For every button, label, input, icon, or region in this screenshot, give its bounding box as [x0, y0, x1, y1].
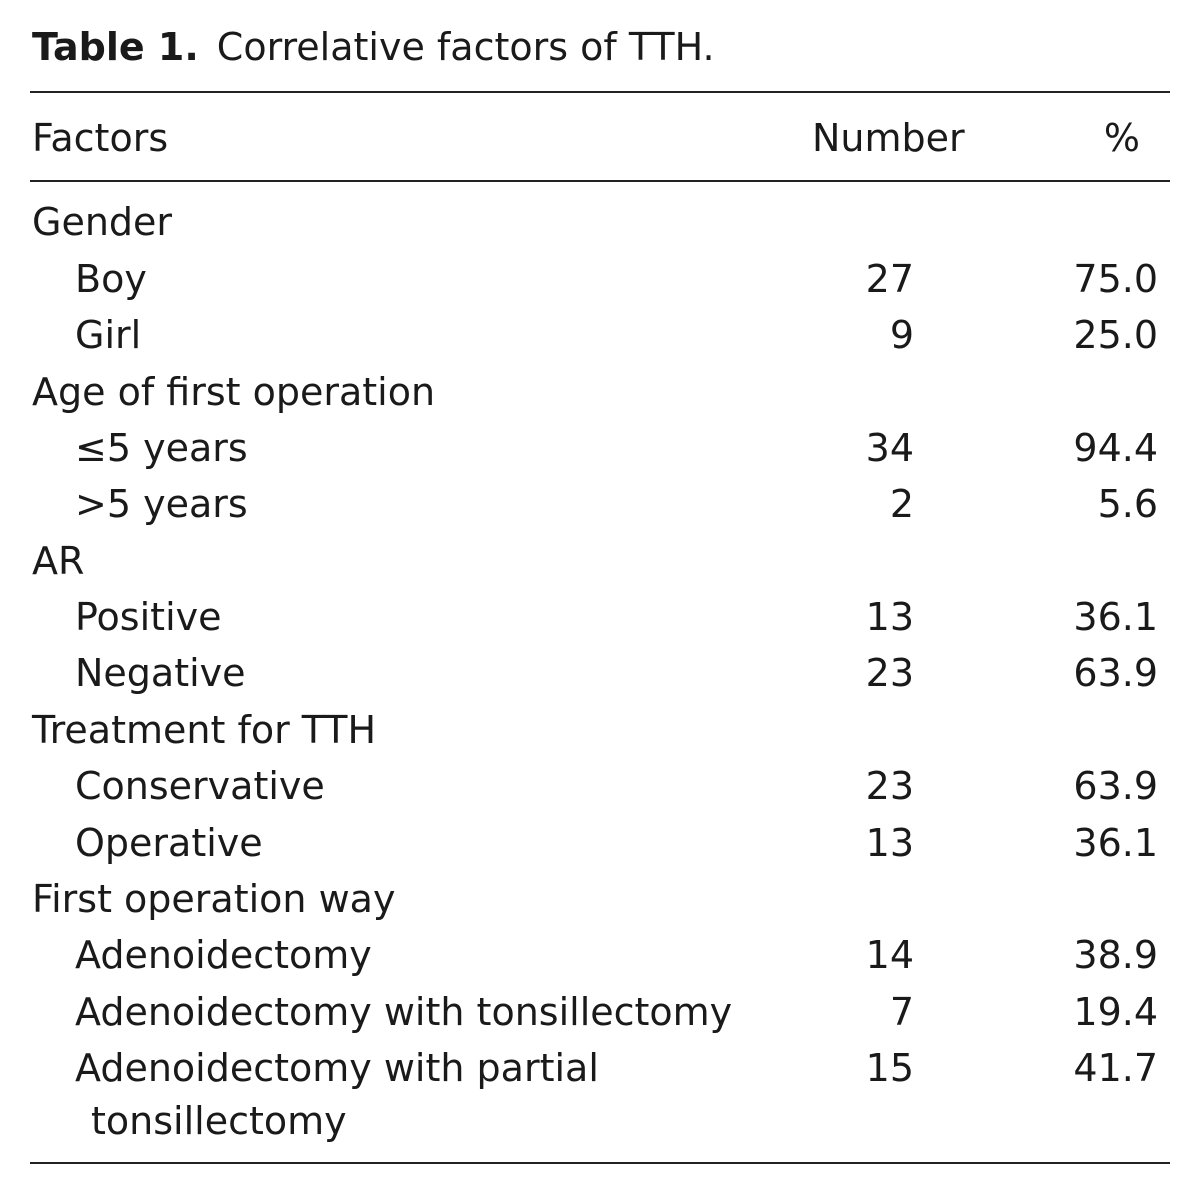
row-number: 23	[865, 764, 914, 808]
table-row: Conservative 23 63.9	[0, 758, 1200, 814]
row-factor: Girl	[75, 313, 142, 357]
row-number: 7	[889, 990, 914, 1034]
table-row: Treatment for TTH	[0, 702, 1200, 758]
header-percent: %	[1103, 116, 1140, 160]
top-rule	[30, 91, 1170, 93]
row-factor: Age of first operation	[32, 370, 436, 414]
table-row: Adenoidectomy 14 38.9	[0, 927, 1200, 983]
row-percent: 94.4	[1073, 426, 1158, 470]
table-row: Boy 27 75.0	[0, 251, 1200, 307]
row-number: 15	[865, 1046, 914, 1090]
row-factor-line1: Adenoidectomy with partial	[75, 1046, 599, 1090]
row-factor: Negative	[75, 651, 246, 695]
table-row: ≤5 years 34 94.4	[0, 420, 1200, 476]
row-factor: ≤5 years	[75, 426, 248, 470]
row-factor: Gender	[32, 200, 173, 244]
row-factor: Treatment for TTH	[32, 708, 377, 752]
row-number: 2	[889, 482, 914, 526]
table-row: Age of first operation	[0, 364, 1200, 420]
row-number: 14	[865, 933, 914, 977]
header-factors: Factors	[32, 116, 169, 160]
table-row: Adenoidectomy with partial tonsillectomy…	[0, 1040, 1200, 1150]
row-factor: Adenoidectomy	[75, 933, 372, 977]
header-number: Number	[812, 116, 965, 160]
row-percent: 38.9	[1073, 933, 1158, 977]
row-percent: 25.0	[1073, 313, 1158, 357]
table-row: Adenoidectomy with tonsillectomy 7 19.4	[0, 984, 1200, 1040]
table-row: First operation way	[0, 871, 1200, 927]
table-label: Table 1.	[32, 25, 199, 69]
bottom-rule	[30, 1162, 1170, 1164]
row-number: 9	[889, 313, 914, 357]
table-row: Negative 23 63.9	[0, 645, 1200, 701]
row-percent: 36.1	[1073, 595, 1158, 639]
row-percent: 5.6	[1097, 482, 1158, 526]
row-factor: Operative	[75, 821, 263, 865]
row-factor: Adenoidectomy with tonsillectomy	[75, 990, 733, 1034]
table-row: AR	[0, 533, 1200, 589]
row-percent: 75.0	[1073, 257, 1158, 301]
row-number: 34	[865, 426, 914, 470]
row-percent: 19.4	[1073, 990, 1158, 1034]
table-caption: Table 1. Correlative factors of TTH.	[32, 22, 715, 72]
row-percent: 41.7	[1073, 1046, 1158, 1090]
row-factor: AR	[32, 539, 85, 583]
row-factor: First operation way	[32, 877, 396, 921]
row-factor-line2: tonsillectomy	[91, 1099, 347, 1143]
row-factor: Boy	[75, 257, 147, 301]
header-rule	[30, 180, 1170, 182]
row-percent: 63.9	[1073, 764, 1158, 808]
row-factor: Conservative	[75, 764, 325, 808]
table-row: >5 years 2 5.6	[0, 476, 1200, 532]
row-number: 23	[865, 651, 914, 695]
table-row: Operative 13 36.1	[0, 815, 1200, 871]
row-number: 13	[865, 595, 914, 639]
row-number: 27	[865, 257, 914, 301]
row-percent: 36.1	[1073, 821, 1158, 865]
row-number: 13	[865, 821, 914, 865]
row-factor: >5 years	[75, 482, 248, 526]
row-factor: Positive	[75, 595, 222, 639]
table-row: Girl 9 25.0	[0, 307, 1200, 363]
table-row: Gender	[0, 194, 1200, 250]
table-title: Correlative factors of TTH.	[216, 25, 715, 69]
table-row: Positive 13 36.1	[0, 589, 1200, 645]
row-factor: Adenoidectomy with partial tonsillectomy	[75, 1040, 599, 1146]
row-percent: 63.9	[1073, 651, 1158, 695]
